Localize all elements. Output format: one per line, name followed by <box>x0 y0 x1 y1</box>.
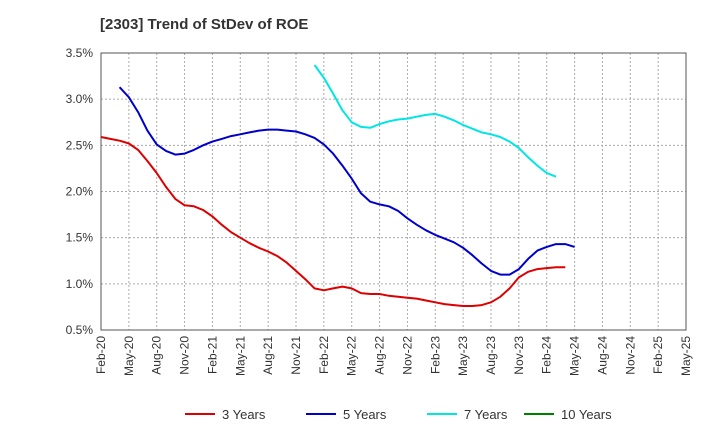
series-line-3 <box>313 64 557 178</box>
legend-label: 10 Years <box>561 407 612 422</box>
x-tick-label: Nov-23 <box>512 336 526 375</box>
x-tick-label: May-20 <box>122 336 136 376</box>
x-tick-label: May-23 <box>456 336 470 376</box>
x-tick-label: Nov-22 <box>400 336 414 375</box>
x-tick-label: Nov-21 <box>289 336 303 375</box>
x-axis-ticks: Feb-20 May-20 Aug-20 Nov-20 Feb-21 May-21 Aug-… <box>94 336 693 376</box>
y-tick-label: 1.0% <box>66 277 94 291</box>
grid-lines <box>101 52 686 330</box>
x-tick-label: May-22 <box>345 336 359 376</box>
x-tick-label: May-25 <box>679 336 693 376</box>
legend-label: 3 Years <box>222 407 266 422</box>
x-tick-label: Nov-20 <box>178 336 192 375</box>
series-line-2 <box>118 86 575 276</box>
legend: 3 Years 5 Years 7 Years 10 Years <box>185 407 612 422</box>
legend-label: 7 Years <box>464 407 508 422</box>
plot-frame <box>100 52 687 331</box>
x-tick-label: Feb-21 <box>205 336 219 374</box>
y-tick-label: 1.5% <box>66 231 94 245</box>
legend-label: 5 Years <box>343 407 387 422</box>
x-tick-label: Aug-22 <box>373 336 387 375</box>
y-tick-label: 0.5% <box>66 323 94 337</box>
x-tick-label: May-24 <box>568 336 582 376</box>
x-tick-label: Nov-24 <box>623 336 637 375</box>
series-lines <box>100 64 575 307</box>
y-tick-label: 2.5% <box>66 138 94 152</box>
x-tick-label: Feb-23 <box>428 336 442 374</box>
x-tick-label: Feb-24 <box>540 336 554 374</box>
x-tick-label: May-21 <box>233 336 247 376</box>
y-tick-label: 2.0% <box>66 185 94 199</box>
y-axis-ticks: 0.5% 1.0% 1.5% 2.0% 2.5% 3.0% 3.5% <box>66 46 94 337</box>
x-tick-label: Aug-20 <box>150 336 164 375</box>
axes <box>100 52 687 331</box>
x-tick-label: Aug-24 <box>595 336 609 375</box>
x-tick-label: Feb-22 <box>317 336 331 374</box>
y-tick-label: 3.0% <box>66 92 94 106</box>
series-line-1 <box>100 136 566 307</box>
x-tick-label: Feb-20 <box>94 336 108 374</box>
x-tick-label: Aug-23 <box>484 336 498 375</box>
x-tick-label: Feb-25 <box>651 336 665 374</box>
x-tick-label: Aug-21 <box>261 336 275 375</box>
chart-title: [2303] Trend of StDev of ROE <box>100 16 308 33</box>
y-tick-label: 3.5% <box>66 46 94 60</box>
